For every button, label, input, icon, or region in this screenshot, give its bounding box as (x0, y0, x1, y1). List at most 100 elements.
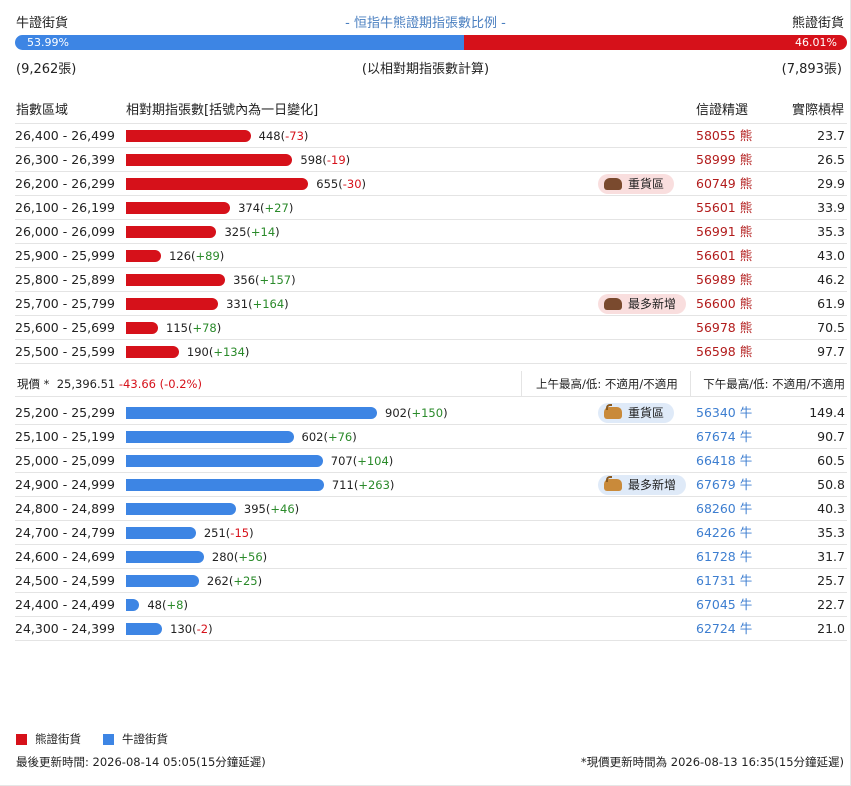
bar-change: +76 (327, 430, 353, 444)
bear-icon (604, 298, 622, 310)
bar-change: +25 (233, 574, 258, 588)
bar-value-label: 395(+46) (243, 502, 300, 516)
bar-value-label: 331(+164) (226, 297, 289, 311)
bar-value: 280 (211, 550, 234, 564)
leverage-value: 23.7 (817, 128, 845, 143)
bull-bar (126, 623, 163, 635)
bear-row: 26,300 - 26,399 598(-19) 58999 熊 26.5 (15, 148, 847, 172)
warrant-link[interactable]: 56991 熊 (696, 224, 753, 239)
bar-value: 448 (258, 129, 281, 143)
warrant-link[interactable]: 56600 熊 (696, 296, 753, 311)
bar-value: 602 (301, 430, 324, 444)
bar-value: 331 (226, 297, 249, 311)
leverage-value: 50.8 (817, 477, 845, 492)
bear-bar (126, 322, 158, 334)
warrant-link[interactable]: 61731 牛 (696, 573, 753, 588)
legend-bull: 牛證街貨 (103, 731, 168, 747)
bear-bar (126, 274, 226, 286)
bear-bar (126, 226, 217, 238)
current-price: 現價 * 25,396.51 -43.66 (-0.2%) (17, 371, 202, 397)
leverage-value: 22.7 (817, 597, 845, 612)
leverage-value: 31.7 (817, 549, 845, 564)
warrant-link[interactable]: 66418 牛 (696, 453, 753, 468)
warrant-link[interactable]: 56989 熊 (696, 272, 753, 287)
bull-bar (126, 479, 324, 491)
bar-change: +8 (166, 598, 184, 612)
bear-row: 25,600 - 25,699 115(+78) 56978 熊 70.5 (15, 316, 847, 340)
bar-value-label: 655(-30) (316, 177, 367, 191)
bull-row: 24,400 - 24,499 48(+8) 67045 牛 22.7 (15, 593, 847, 617)
bar-change: -2 (196, 622, 209, 636)
legend-bull-label: 牛證街貨 (122, 732, 168, 746)
leverage-value: 35.3 (817, 224, 845, 239)
bar-value-label: 130(-2) (170, 622, 213, 636)
leverage-value: 149.4 (809, 405, 845, 420)
current-price-change: -43.66 (-0.2%) (118, 377, 202, 391)
bar-value-label: 280(+56) (211, 550, 268, 564)
warrant-link[interactable]: 67679 牛 (696, 477, 753, 492)
warrant-link[interactable]: 56598 熊 (696, 344, 753, 359)
bear-bar (126, 250, 162, 262)
warrant-link[interactable]: 60749 熊 (696, 176, 753, 191)
bull-row: 24,500 - 24,599 262(+25) 61731 牛 25.7 (15, 569, 847, 593)
warrant-link[interactable]: 61728 牛 (696, 549, 753, 564)
bull-row: 24,300 - 24,399 130(-2) 62724 牛 21.0 (15, 617, 847, 641)
bull-ratio-label: 53.99% (27, 36, 69, 49)
tag-label: 重貨區 (628, 406, 665, 420)
bear-bar (126, 298, 219, 310)
bar-value: 48 (147, 598, 162, 612)
warrant-link[interactable]: 62724 牛 (696, 621, 753, 636)
bull-rows: 25,200 - 25,299 902(+150) 重貨區 56340 牛 149.4 2… (15, 401, 847, 641)
warrant-link[interactable]: 64226 牛 (696, 525, 753, 540)
warrant-link[interactable]: 55601 熊 (696, 200, 753, 215)
most-added-tag: 最多新增 (598, 294, 687, 314)
bar-change: -30 (342, 177, 362, 191)
bar-value-label: 707(+104) (330, 454, 394, 468)
bull-row: 24,700 - 24,799 251(-15) 64226 牛 35.3 (15, 521, 847, 545)
warrant-link[interactable]: 67674 牛 (696, 429, 753, 444)
bear-count: (7,893張) (781, 62, 842, 77)
leverage-value: 43.0 (817, 248, 845, 263)
bear-row: 26,000 - 26,099 325(+14) 56991 熊 35.3 (15, 220, 847, 244)
row-range: 24,500 - 24,599 (15, 573, 115, 588)
bull-icon (604, 404, 622, 419)
bull-bar (126, 455, 323, 467)
bar-change: +263 (358, 478, 390, 492)
row-range: 25,000 - 25,099 (15, 453, 115, 468)
bar-value-label: 115(+78) (166, 321, 222, 335)
bar-value-label: 598(-19) (300, 153, 351, 167)
warrant-link[interactable]: 58999 熊 (696, 152, 753, 167)
warrant-link[interactable]: 56340 牛 (696, 405, 753, 420)
bear-row: 26,200 - 26,299 655(-30) 重貨區 60749 熊 29.9 (15, 172, 847, 196)
leverage-value: 46.2 (817, 272, 845, 287)
warrant-link[interactable]: 56978 熊 (696, 320, 753, 335)
bar-value: 262 (206, 574, 229, 588)
leverage-value: 29.9 (817, 176, 845, 191)
bear-rows: 26,400 - 26,499 448(-73) 58055 熊 23.7 26,300… (15, 123, 847, 364)
warrant-link[interactable]: 58055 熊 (696, 128, 753, 143)
chart-title: - 恒指牛熊證期指張數比例 - (345, 16, 506, 31)
bull-ratio-fill: 53.99% (15, 35, 465, 50)
bar-value: 115 (166, 321, 188, 335)
bar-change: +157 (259, 273, 292, 287)
bull-bar (126, 575, 199, 587)
bull-count: (9,262張) (16, 62, 77, 77)
warrant-link[interactable]: 56601 熊 (696, 248, 753, 263)
warrant-link[interactable]: 68260 牛 (696, 501, 753, 516)
bull-bear-ratio-bar: 53.99% 46.01% (15, 35, 847, 50)
leverage-value: 97.7 (817, 344, 845, 359)
col-header-warrant: 信證精選 (696, 103, 749, 118)
bull-row: 24,600 - 24,699 280(+56) 61728 牛 31.7 (15, 545, 847, 569)
bar-change: +56 (238, 550, 263, 564)
row-range: 25,500 - 25,599 (15, 344, 115, 359)
warrant-link[interactable]: 67045 牛 (696, 597, 753, 612)
bar-value: 902 (385, 406, 407, 420)
row-range: 25,900 - 25,999 (15, 248, 115, 263)
row-range: 24,700 - 24,799 (15, 525, 115, 540)
bar-value: 374 (238, 201, 261, 215)
bear-bar (126, 346, 179, 358)
col-header-leverage: 實際槓桿 (791, 103, 844, 118)
tag-label: 重貨區 (628, 177, 665, 191)
row-range: 25,100 - 25,199 (15, 429, 115, 444)
bull-row: 25,100 - 25,199 602(+76) 67674 牛 90.7 (15, 425, 847, 449)
